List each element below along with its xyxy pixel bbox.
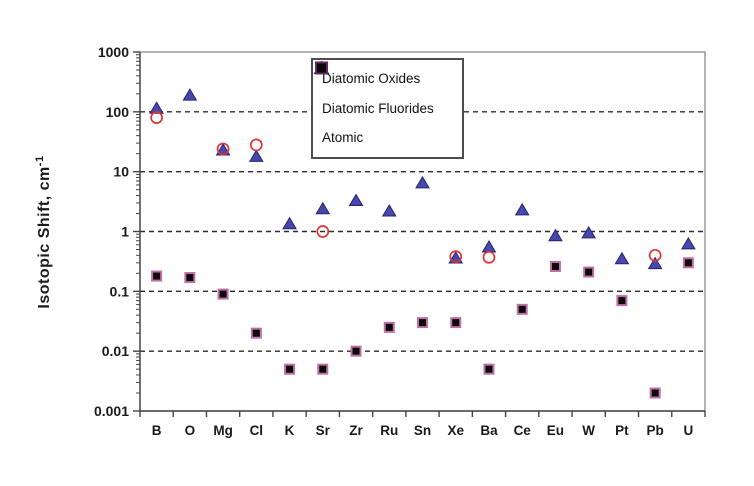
x-label-Pb: Pb xyxy=(647,423,664,438)
diatomic-fluorides-marker-Cl xyxy=(249,138,263,152)
atomic-marker-Ru xyxy=(383,321,395,333)
legend-label-atomic: Atomic xyxy=(322,130,364,146)
x-label-Zr: Zr xyxy=(349,423,363,438)
diatomic-oxides-marker-Eu xyxy=(548,228,563,242)
diatomic-oxides-marker-Ba xyxy=(481,240,497,253)
x-label-W: W xyxy=(582,423,595,438)
y-tick-label-100: 100 xyxy=(106,104,130,120)
y-tick-label-0.001: 0.001 xyxy=(94,403,129,419)
square-marker-icon xyxy=(315,61,328,75)
atomic-marker-Pb xyxy=(649,387,661,399)
atomic-marker-Sr xyxy=(317,363,329,375)
diatomic-oxides-marker-O xyxy=(182,88,198,101)
diatomic-oxides-marker-Sn xyxy=(415,175,430,189)
x-label-Ru: Ru xyxy=(380,423,398,438)
diatomic-oxides-marker-K xyxy=(282,216,297,230)
diatomic-oxides-marker-B xyxy=(149,101,164,114)
x-label-Ce: Ce xyxy=(514,423,532,438)
atomic-marker-Ce xyxy=(516,303,528,315)
legend-item-diatomic-fluorides: Diatomic Fluorides xyxy=(315,61,462,116)
legend-item-diatomic-oxides: Diatomic Oxides xyxy=(313,60,462,87)
legend-item-atomic: Atomic xyxy=(315,61,462,146)
y-tick-label-0.1: 0.1 xyxy=(110,283,130,299)
atomic-marker-Xe xyxy=(450,317,462,329)
atomic-marker-Cl xyxy=(250,327,262,339)
atomic-marker-Sn xyxy=(417,317,428,329)
atomic-marker-O xyxy=(184,272,196,284)
x-label-Eu: Eu xyxy=(547,423,564,438)
x-label-Mg: Mg xyxy=(213,423,233,438)
x-label-Sr: Sr xyxy=(316,423,331,438)
legend-label-diatomic-fluorides: Diatomic Fluorides xyxy=(322,100,434,116)
y-axis-title-text: Isotopic Shift, cm-1 xyxy=(34,155,54,308)
y-tick-label-10: 10 xyxy=(113,164,129,180)
y-tick-label-1: 1 xyxy=(121,224,129,240)
x-label-Cl: Cl xyxy=(250,423,264,438)
y-axis-title-main: Isotopic Shift, cm xyxy=(36,166,54,309)
atomic-marker-Ba xyxy=(483,363,495,375)
diatomic-oxides-marker-W xyxy=(581,225,597,239)
diatomic-fluorides-marker-Pb xyxy=(648,248,662,262)
diatomic-oxides-marker-Pb xyxy=(647,256,663,270)
legend-label-diatomic-oxides: Diatomic Oxides xyxy=(322,71,421,87)
x-label-O: O xyxy=(185,423,196,438)
y-tick-label-1000: 1000 xyxy=(98,44,129,60)
x-label-U: U xyxy=(684,423,694,438)
diatomic-oxides-marker-Cl xyxy=(248,149,264,162)
diatomic-fluorides-marker-Xe xyxy=(449,250,463,263)
y-axis-title-superscript: -1 xyxy=(33,155,46,167)
legend: Diatomic Oxides Diatomic Fluorides Atomi… xyxy=(311,58,464,159)
diatomic-oxides-marker-Zr xyxy=(348,193,364,206)
diatomic-fluorides-marker-Ba xyxy=(482,250,496,264)
atomic-marker-Zr xyxy=(350,345,362,357)
atomic-marker-K xyxy=(284,363,296,375)
x-label-B: B xyxy=(152,423,162,438)
diatomic-oxides-marker-U xyxy=(681,236,696,250)
atomic-marker-Mg xyxy=(217,288,229,300)
atomic-marker-U xyxy=(682,257,694,269)
diatomic-oxides-marker-Pt xyxy=(614,251,630,265)
atomic-marker-Pt xyxy=(616,295,628,307)
diatomic-oxides-marker-Ce xyxy=(514,202,530,216)
diatomic-oxides-marker-Ru xyxy=(381,204,397,217)
atomic-marker-W xyxy=(583,266,595,278)
x-label-Ba: Ba xyxy=(480,423,498,438)
x-label-Xe: Xe xyxy=(447,423,464,438)
diatomic-fluorides-marker-B xyxy=(150,111,163,124)
x-label-K: K xyxy=(285,423,295,438)
atomic-marker-Eu xyxy=(549,261,561,273)
diatomic-fluorides-marker-Mg xyxy=(216,142,230,156)
atomic-marker-B xyxy=(151,270,163,282)
y-tick-label-0.01: 0.01 xyxy=(102,343,129,359)
x-label-Pt: Pt xyxy=(615,423,629,438)
diatomic-fluorides-marker-Sr xyxy=(316,225,330,238)
x-label-Sn: Sn xyxy=(414,423,431,438)
diatomic-oxides-marker-Sr xyxy=(315,201,331,215)
